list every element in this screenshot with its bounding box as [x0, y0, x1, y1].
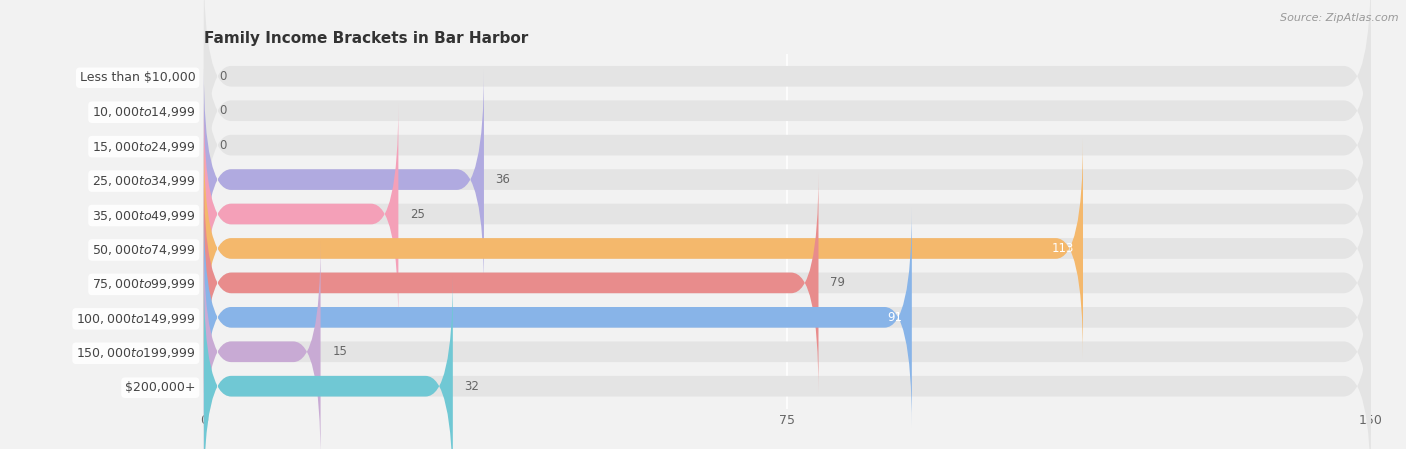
- FancyBboxPatch shape: [204, 276, 1371, 449]
- FancyBboxPatch shape: [204, 242, 1371, 449]
- FancyBboxPatch shape: [204, 104, 398, 324]
- Text: 113: 113: [1052, 242, 1074, 255]
- FancyBboxPatch shape: [204, 173, 1371, 393]
- FancyBboxPatch shape: [204, 70, 1371, 290]
- FancyBboxPatch shape: [204, 70, 484, 290]
- Text: 79: 79: [830, 277, 845, 290]
- FancyBboxPatch shape: [204, 35, 1371, 255]
- Text: 0: 0: [219, 104, 226, 117]
- FancyBboxPatch shape: [204, 276, 453, 449]
- Text: 0: 0: [219, 70, 226, 83]
- FancyBboxPatch shape: [204, 207, 1371, 427]
- FancyBboxPatch shape: [204, 173, 818, 393]
- Text: 36: 36: [496, 173, 510, 186]
- Text: 15: 15: [332, 345, 347, 358]
- FancyBboxPatch shape: [204, 138, 1371, 359]
- FancyBboxPatch shape: [204, 138, 1083, 359]
- Text: Source: ZipAtlas.com: Source: ZipAtlas.com: [1281, 13, 1399, 23]
- Text: 25: 25: [411, 207, 425, 220]
- Text: Family Income Brackets in Bar Harbor: Family Income Brackets in Bar Harbor: [204, 31, 529, 46]
- FancyBboxPatch shape: [204, 242, 321, 449]
- Text: 0: 0: [219, 139, 226, 152]
- Text: 91: 91: [887, 311, 903, 324]
- FancyBboxPatch shape: [204, 0, 1371, 186]
- Text: 32: 32: [464, 380, 479, 393]
- FancyBboxPatch shape: [204, 104, 1371, 324]
- FancyBboxPatch shape: [204, 0, 1371, 221]
- FancyBboxPatch shape: [204, 207, 912, 427]
